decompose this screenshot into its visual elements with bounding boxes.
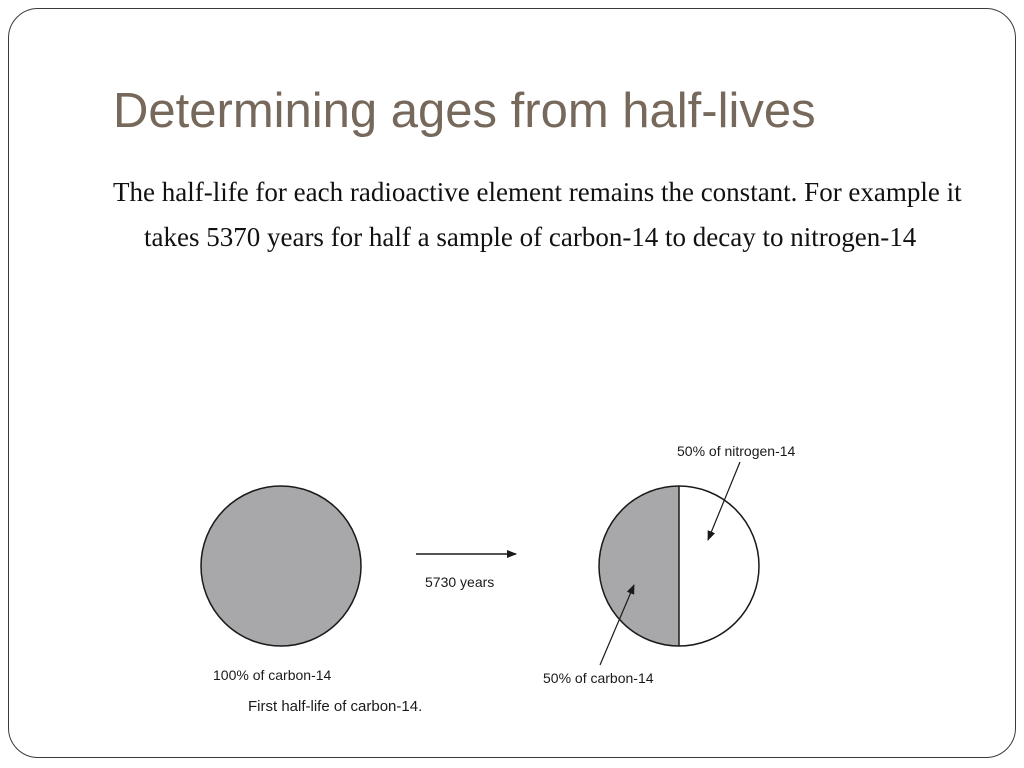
carbon-half bbox=[599, 486, 679, 646]
carbon-half-label: 50% of carbon-14 bbox=[543, 670, 654, 686]
nitrogen-label: 50% of nitrogen-14 bbox=[677, 443, 796, 459]
carbon-100-circle bbox=[200, 485, 362, 647]
nitrogen-pointer bbox=[707, 461, 741, 541]
carbon-pointer bbox=[599, 584, 635, 666]
diagram-caption: First half-life of carbon-14. bbox=[248, 698, 422, 715]
arrow-label: 5730 years bbox=[425, 574, 494, 590]
slide-body-text: The half-life for each radioactive eleme… bbox=[113, 177, 962, 252]
carbon-full-label: 100% of carbon-14 bbox=[213, 667, 332, 683]
nitrogen-half bbox=[679, 486, 759, 646]
slide-frame bbox=[8, 8, 1016, 758]
slide-title: Determining ages from half-lives bbox=[113, 84, 816, 138]
